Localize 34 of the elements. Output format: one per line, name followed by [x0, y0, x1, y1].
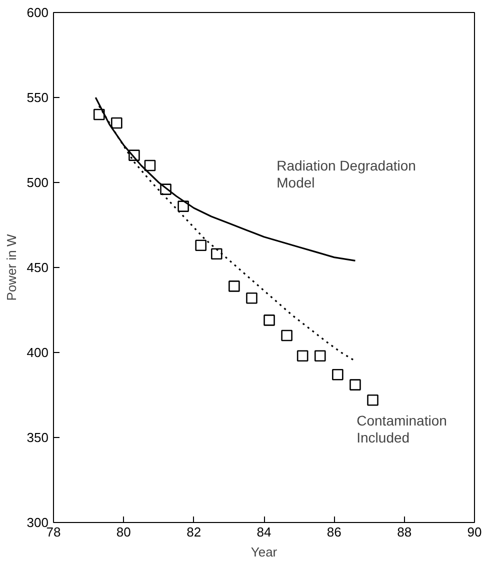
point [281, 330, 292, 342]
point [93, 108, 105, 120]
x-tick-label: 86 [326, 524, 342, 540]
point [160, 184, 172, 195]
point [144, 160, 156, 172]
point [264, 314, 275, 326]
y-axis-title: Power in W [4, 234, 19, 301]
y-tick-label: 600 [26, 5, 49, 20]
x-axis-title: Year [250, 544, 278, 560]
point [210, 248, 222, 260]
y-tick-label: 500 [26, 175, 49, 190]
x-tick-label: 82 [186, 524, 202, 540]
y-tick-label: 400 [26, 345, 49, 360]
annotation: Contamination Included [356, 412, 447, 446]
point [367, 394, 378, 406]
annotation: Radiation Degradation Model [276, 158, 416, 190]
point [228, 280, 240, 292]
point [128, 150, 140, 161]
point [246, 292, 258, 304]
x-tick-label: 80 [116, 524, 131, 540]
point [111, 117, 122, 129]
x-tick-label: 84 [256, 524, 272, 540]
point [350, 379, 361, 390]
point [296, 350, 308, 362]
point [195, 240, 206, 252]
y-tick-label: 350 [26, 430, 49, 445]
y-tick-label: 450 [26, 260, 49, 275]
point [332, 368, 344, 380]
y-tick-label: 550 [26, 90, 49, 105]
y-tick-label: 300 [26, 515, 49, 530]
point [314, 350, 326, 362]
x-tick-label: 90 [467, 524, 482, 540]
x-tick-label: 88 [397, 524, 412, 540]
point [178, 200, 189, 212]
